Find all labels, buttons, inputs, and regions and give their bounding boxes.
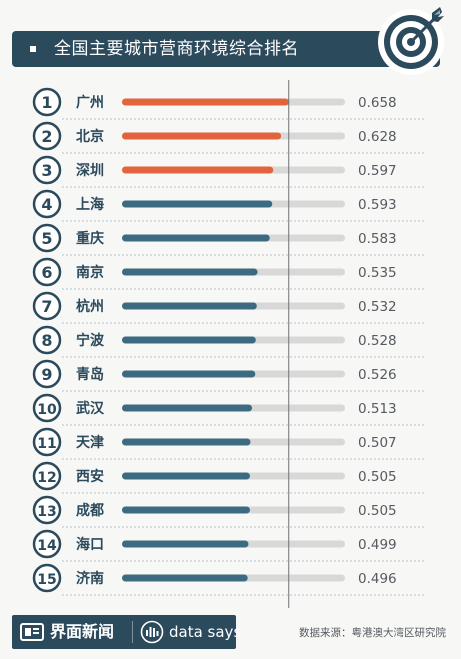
city-label: 杭州 [76, 298, 104, 315]
title-bullet [30, 46, 36, 52]
city-label: 成都 [76, 502, 104, 519]
rank-badge [32, 325, 62, 355]
rank-label: 6 [41, 263, 52, 282]
bar [122, 540, 249, 548]
footer: 界面新闻 data says 数据来源：粤港澳大湾区研究院 [12, 615, 450, 649]
city-label: 广州 [76, 94, 104, 111]
city-label: 海口 [76, 536, 104, 553]
bar [122, 370, 256, 378]
rank-badge [32, 257, 62, 287]
city-label: 天津 [76, 434, 104, 451]
rank-label: 2 [41, 127, 52, 146]
value-label: 0.526 [358, 367, 397, 383]
rank-badge [32, 427, 62, 457]
bar [122, 404, 252, 412]
bar [122, 506, 250, 514]
value-label: 0.532 [358, 299, 397, 315]
chart-title: 全国主要城市营商环境综合排名 [54, 39, 299, 59]
footer-brand-box: 界面新闻 data says [12, 615, 241, 649]
rank-badge [32, 223, 62, 253]
rank-badge [32, 87, 62, 117]
bar [122, 472, 250, 480]
rank-badge [32, 563, 62, 593]
rank-badge [32, 461, 62, 491]
chart-svg: 1 广州 0.658 2 北京 0.628 3 深圳 0.597 4 上海 0.593 5 重庆 0.583… [32, 80, 425, 608]
bar [122, 166, 274, 174]
bar [122, 336, 256, 344]
value-label: 0.496 [358, 571, 397, 587]
value-label: 0.583 [358, 231, 397, 247]
value-label: 0.535 [358, 265, 397, 281]
value-label: 0.593 [358, 197, 397, 213]
city-label: 重庆 [76, 230, 104, 247]
footer-brand: 界面新闻 [50, 622, 115, 641]
rank-badge [32, 155, 62, 185]
rank-label: 4 [41, 195, 52, 214]
rank-label: 11 [37, 436, 56, 452]
value-label: 0.505 [358, 469, 397, 485]
bar [122, 438, 251, 446]
bar [122, 268, 258, 276]
jiemian-logo-icon [20, 623, 44, 641]
value-label: 0.528 [358, 333, 397, 349]
city-label: 深圳 [76, 162, 104, 179]
bar [122, 574, 248, 582]
city-label: 济南 [76, 570, 104, 587]
rank-badge [32, 121, 62, 151]
value-label: 0.499 [358, 537, 397, 553]
rank-label: 8 [41, 331, 52, 350]
value-label: 0.597 [358, 163, 397, 179]
rank-label: 15 [37, 572, 56, 588]
rank-badge [32, 529, 62, 559]
rank-label: 13 [37, 504, 56, 520]
bar [122, 132, 282, 140]
city-label: 北京 [76, 128, 104, 145]
footer-brand-2: data says [169, 623, 242, 641]
rank-badge [32, 359, 62, 389]
value-label: 0.513 [358, 401, 397, 417]
rank-badge [32, 189, 62, 219]
city-label: 上海 [76, 196, 104, 213]
rank-label: 1 [41, 93, 52, 112]
bar [122, 234, 270, 242]
title-banner [12, 31, 440, 67]
city-label: 南京 [76, 264, 104, 281]
footer-separator [132, 621, 133, 643]
rank-label: 3 [41, 161, 52, 180]
value-label: 0.507 [358, 435, 397, 451]
bar [122, 98, 289, 106]
city-label: 青岛 [76, 366, 104, 383]
rank-label: 5 [41, 229, 52, 248]
value-label: 0.505 [358, 503, 397, 519]
city-label: 西安 [76, 468, 104, 485]
data-says-icon [140, 620, 164, 644]
target-icon [378, 7, 444, 75]
value-label: 0.658 [358, 95, 397, 111]
rank-label: 12 [37, 470, 56, 486]
rank-badge [32, 495, 62, 525]
city-label: 宁波 [76, 332, 105, 349]
city-label: 武汉 [76, 400, 105, 417]
rank-label: 14 [37, 538, 57, 554]
rank-badge [32, 393, 62, 423]
bar [122, 302, 257, 310]
ranking-chart: 1 广州 0.658 2 北京 0.628 3 深圳 0.597 4 上海 0.593 5 重庆 0.583… [0, 80, 461, 610]
value-label: 0.628 [358, 129, 397, 145]
rank-badge [32, 291, 62, 321]
data-source: 数据来源：粤港澳大湾区研究院 [299, 627, 446, 639]
bar [122, 200, 273, 208]
rank-label: 10 [37, 402, 57, 418]
rank-label: 9 [41, 365, 52, 384]
rank-label: 7 [41, 297, 52, 316]
